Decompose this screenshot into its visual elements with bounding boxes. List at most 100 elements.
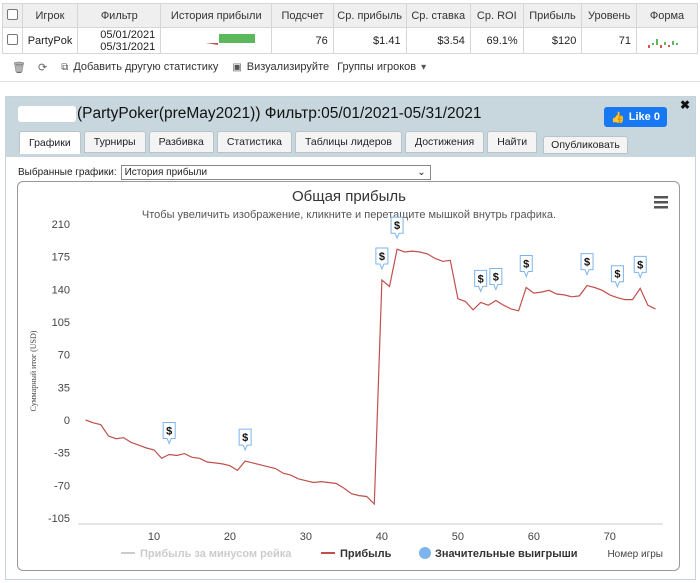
thumbs-up-icon: 👍 (611, 111, 625, 124)
row-checkbox-cell[interactable] (2, 27, 23, 54)
tab-tournaments[interactable]: Турниры (83, 131, 146, 153)
player-groups-dropdown[interactable]: Группы игроков ▾ (337, 61, 426, 73)
x-tick-label: 50 (452, 531, 464, 543)
x-tick-label: 40 (376, 531, 388, 543)
panel-title-text: (PartyPoker(preMay2021)) Фильтр:05/01/20… (77, 105, 482, 122)
graph-panel: (PartyPoker(preMay2021)) Фильтр:05/01/20… (5, 96, 696, 580)
x-axis-label: Номер игры (607, 549, 663, 560)
panel-header: (PartyPoker(preMay2021)) Фильтр:05/01/20… (6, 97, 695, 157)
chevron-down-icon: ⌄ (417, 167, 426, 178)
caret-down-icon: ▾ (421, 61, 427, 73)
col-avg-profit[interactable]: Ср. прибыль (332, 3, 407, 28)
panel-title: (PartyPoker(preMay2021)) Фильтр:05/01/20… (18, 105, 481, 123)
col-filter[interactable]: Фильтр (77, 3, 162, 28)
big-win-flag[interactable] (390, 216, 404, 240)
legend-profit-label[interactable]: Прибыль (340, 548, 392, 560)
big-win-flag[interactable] (474, 269, 488, 293)
player-name[interactable]: PartyPok (21, 27, 79, 54)
col-count[interactable]: Подсчет (271, 3, 334, 28)
legend-rake-label[interactable]: Прибыль за минусом рейка (140, 548, 292, 560)
profit-chart-svg[interactable]: Общая прибыль Чтобы увеличить изображение… (18, 182, 680, 571)
col-player[interactable]: Игрок (21, 3, 79, 28)
menu-icon-bar[interactable] (654, 196, 668, 199)
profit-chart[interactable]: Общая прибыль Чтобы увеличить изображение… (17, 181, 680, 571)
redacted-name (18, 106, 76, 122)
col-avg-stake[interactable]: Ср. ставка (405, 3, 471, 28)
y-axis-label: Суммарный итог (USD) (29, 330, 38, 411)
big-win-flag-label: $ (493, 272, 499, 284)
y-tick-label: -35 (54, 448, 70, 460)
tab-find[interactable]: Найти (487, 131, 538, 153)
filter-cell: 05/01/2021 05/31/2021 (77, 27, 162, 54)
y-tick-label: 35 (58, 382, 70, 394)
publish-button[interactable]: Опубликовать (543, 136, 628, 154)
big-win-flag[interactable] (375, 247, 389, 271)
x-tick-label: 60 (528, 531, 540, 543)
like-label: Like 0 (628, 111, 660, 123)
x-tick-label: 70 (604, 531, 616, 543)
tab-achievements[interactable]: Достижения (404, 131, 485, 153)
menu-icon-bar[interactable] (654, 206, 668, 209)
profit-series-line[interactable] (85, 248, 656, 506)
tab-statistics[interactable]: Статистика (216, 131, 292, 153)
big-win-flag[interactable] (519, 254, 533, 278)
menu-icon-bar[interactable] (654, 201, 668, 204)
form-bars (636, 27, 698, 54)
tab-leaderboards[interactable]: Таблицы лидеров (294, 131, 402, 153)
col-level[interactable]: Уровень (581, 3, 637, 28)
add-stat-button[interactable]: ⧉ Добавить другую статистику (61, 61, 218, 73)
big-win-flag[interactable] (238, 428, 252, 452)
y-tick-label: 105 (52, 317, 70, 329)
tab-graphs[interactable]: Графики (19, 131, 81, 154)
big-win-flag-label: $ (637, 259, 643, 271)
x-tick-label: 30 (300, 531, 312, 543)
row-checkbox[interactable] (6, 33, 18, 45)
y-tick-label: -70 (54, 480, 70, 492)
visualize-label: Визуализируйте (246, 61, 330, 73)
select-all-checkbox[interactable] (6, 8, 18, 20)
graph-select-value: История прибыли (124, 167, 208, 178)
form-bar (648, 44, 650, 48)
col-form[interactable]: Форма (636, 3, 698, 28)
select-all-header[interactable] (2, 3, 23, 28)
avg-roi-value: 69.1% (469, 27, 524, 54)
filter-to: 05/31/2021 (100, 40, 156, 53)
big-win-flag-label: $ (379, 251, 385, 263)
chart-subtitle: Чтобы увеличить изображение, кликните и … (142, 209, 556, 221)
big-win-flag[interactable] (162, 422, 176, 445)
form-bar (652, 42, 654, 45)
big-win-flag[interactable] (489, 268, 503, 291)
refresh-icon[interactable]: ⟳ (37, 61, 48, 74)
table-row[interactable]: PartyPok 05/01/2021 05/31/2021 76 $1.41 … (2, 27, 698, 54)
tab-breakdown[interactable]: Разбивка (148, 131, 214, 153)
visualize-button[interactable]: ▣ Визуализируйте (232, 61, 329, 73)
col-profit-history[interactable]: История прибыли (160, 3, 273, 28)
add-column-icon: ⧉ (61, 61, 69, 73)
big-win-flag[interactable] (580, 253, 594, 276)
stats-section: Игрок Фильтр История прибыли Подсчет Ср.… (0, 0, 700, 82)
stats-toolbar: 🗑 ⟳ ⧉ Добавить другую статистику ▣ Визуа… (0, 56, 700, 78)
big-win-flag[interactable] (610, 265, 624, 289)
big-win-flag-label: $ (478, 273, 484, 285)
col-profit[interactable]: Прибыль (522, 3, 583, 28)
form-chart (648, 38, 678, 48)
legend-bigwin-label[interactable]: Значительные выигрыши (435, 548, 578, 560)
big-win-flag-label: $ (523, 258, 529, 270)
graph-select[interactable]: История прибыли ⌄ (120, 165, 431, 180)
facebook-like-button[interactable]: 👍 Like 0 (604, 107, 667, 127)
form-bar (664, 41, 666, 45)
sparkline-loss (176, 42, 219, 45)
trash-icon[interactable]: 🗑 (12, 61, 26, 74)
sparkline-chart (176, 33, 256, 45)
col-avg-roi[interactable]: Ср. ROI (469, 3, 524, 28)
close-icon[interactable]: ✖ (679, 98, 690, 112)
image-icon: ▣ (232, 61, 242, 73)
big-win-flag-label: $ (614, 269, 620, 281)
graph-select-label: Выбранные графики: (18, 167, 117, 178)
avg-stake-value: $3.54 (405, 27, 471, 54)
stats-table: Игрок Фильтр История прибыли Подсчет Ср.… (2, 3, 698, 54)
form-bar (660, 44, 662, 48)
big-win-flag-label: $ (166, 426, 172, 438)
big-win-flag[interactable] (633, 255, 647, 279)
add-stat-label: Добавить другую статистику (73, 61, 219, 73)
